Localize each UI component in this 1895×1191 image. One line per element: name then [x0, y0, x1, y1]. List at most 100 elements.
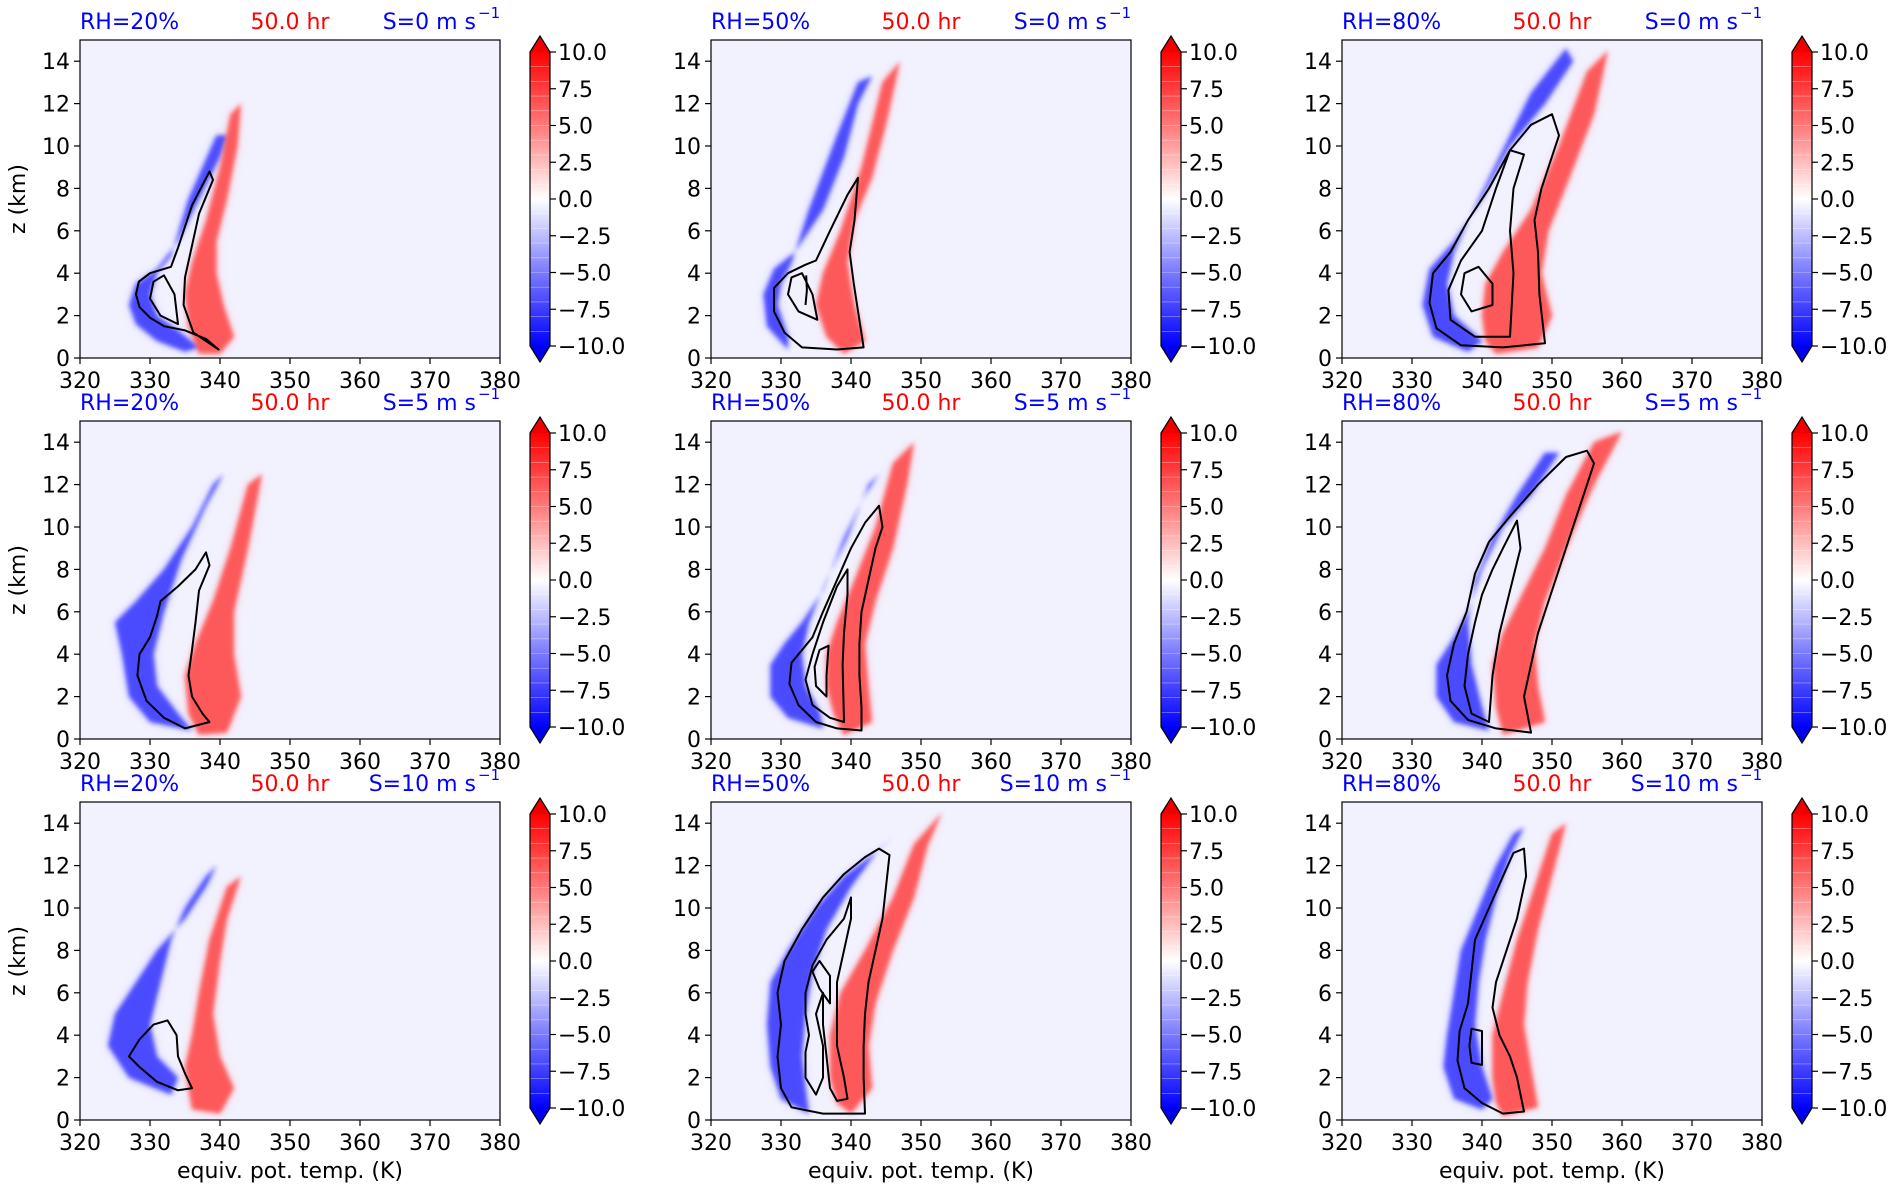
rh-label: RH=50% [711, 10, 810, 35]
contour-line-1 [776, 847, 891, 1115]
x-tick-label: 360 [339, 750, 381, 775]
colorbar-tick-label: −10.0 [1189, 1097, 1256, 1122]
colorbar-tick-label: 2.5 [558, 913, 593, 938]
colorbar-tick-label: 0.0 [558, 950, 593, 975]
y-tick-label: 12 [42, 474, 70, 499]
colorbar-tick-label: −7.5 [558, 679, 611, 704]
contour-line-3 [804, 275, 808, 306]
time-label: 50.0 hr [1513, 772, 1593, 797]
colorbar-tick-label: 5.0 [1820, 877, 1855, 902]
x-tick-label: 370 [1671, 1131, 1713, 1156]
colorbar: 10.0 7.5 5.0 2.5 0.0 −2.5 −5.0 −7.5 −10.0 [1160, 34, 1256, 364]
colorbar-tick-label: 10.0 [1189, 803, 1238, 828]
y-tick-label: 6 [56, 982, 70, 1007]
colorbar: 10.0 7.5 5.0 2.5 0.0 −2.5 −5.0 −7.5 −10.0 [1791, 34, 1887, 364]
y-tick-label: 6 [1318, 982, 1332, 1007]
panel-6: 320 330 340 350 360 370 380 0 2 4 6 8 10 12 14 RH=80% 50… [1304, 385, 1887, 775]
contour-field [767, 812, 942, 1115]
y-tick-label: 14 [42, 50, 70, 75]
negative-anomaly-core [763, 76, 872, 350]
colorbar-tick-label: −2.5 [1820, 987, 1873, 1012]
x-axis: 320 330 340 350 360 370 380 equiv. pot. temp. (… [690, 1120, 1152, 1184]
colorbar-tick-label: 7.5 [558, 78, 593, 103]
y-tick-label: 14 [42, 812, 70, 837]
colorbar-min-arrow [530, 727, 550, 743]
colorbar-min-arrow [1792, 727, 1812, 743]
colorbar-max-arrow [530, 36, 550, 52]
shear-label: S=5 m s [383, 391, 476, 416]
x-tick-label: 340 [199, 1131, 241, 1156]
colorbar-tick-label: −2.5 [1189, 606, 1242, 631]
colorbar: 10.0 7.5 5.0 2.5 0.0 −2.5 −5.0 −7.5 −10.0 [1791, 796, 1887, 1126]
panel-title: RH=80% 50.0 hr S=10 m s −1 [1342, 766, 1762, 797]
x-tick-label: 340 [830, 750, 872, 775]
shear-unit-exponent: −1 [1109, 766, 1131, 784]
shear-unit-exponent: −1 [1109, 4, 1131, 22]
y-tick-label: 14 [42, 431, 70, 456]
y-axis: 0 2 4 6 8 10 12 14 z (km) [6, 431, 80, 753]
colorbar-tick-label: 2.5 [1820, 532, 1855, 557]
negative-anomaly-core [1443, 827, 1524, 1110]
time-label: 50.0 hr [251, 10, 331, 35]
colorbar-tick-label: −2.5 [1820, 225, 1873, 250]
negative-anomaly-core [767, 838, 893, 1114]
y-tick-label: 10 [42, 897, 70, 922]
y-tick-label: 4 [687, 643, 701, 668]
contour-field [1422, 48, 1608, 354]
y-tick-label: 10 [673, 516, 701, 541]
y-axis-label: z (km) [6, 926, 31, 996]
colorbar: 10.0 7.5 5.0 2.5 0.0 −2.5 −5.0 −7.5 −10.0 [529, 796, 625, 1126]
colorbar-tick-label: −5.0 [1820, 262, 1873, 287]
x-tick-label: 380 [1110, 750, 1152, 775]
y-tick-label: 2 [1318, 305, 1332, 330]
negative-anomaly-core [770, 474, 879, 729]
contour-line-1 [136, 551, 211, 730]
y-tick-label: 2 [687, 686, 701, 711]
colorbar-tick-label: 10.0 [1820, 803, 1869, 828]
positive-anomaly-core [185, 876, 241, 1114]
y-tick-label: 8 [1318, 939, 1332, 964]
contour-line-2 [787, 272, 819, 321]
y-tick-label: 0 [687, 1109, 701, 1134]
colorbar-tick-label: 0.0 [1189, 188, 1224, 213]
panel-4: 320 330 340 350 360 370 380 0 2 4 6 8 10 12 14 z (km) RH… [6, 385, 625, 775]
y-tick-label: 6 [56, 601, 70, 626]
colorbar-tick-label: 7.5 [558, 459, 593, 484]
time-label: 50.0 hr [251, 772, 331, 797]
y-tick-label: 6 [687, 982, 701, 1007]
y-tick-label: 6 [687, 220, 701, 245]
y-tick-label: 14 [673, 431, 701, 456]
y-axis-label: z (km) [6, 545, 31, 615]
x-axis: 320 330 340 350 360 370 380 [1321, 358, 1783, 394]
contour-line-3 [1460, 265, 1494, 313]
x-tick-label: 320 [59, 369, 101, 394]
y-tick-label: 8 [687, 558, 701, 583]
colorbar-max-arrow [1792, 36, 1812, 52]
y-tick-label: 12 [673, 93, 701, 118]
plot-background [711, 40, 1131, 358]
colorbar-tick-label: −7.5 [1820, 679, 1873, 704]
y-tick-label: 6 [56, 220, 70, 245]
y-tick-label: 8 [56, 177, 70, 202]
y-tick-label: 4 [1318, 262, 1332, 287]
contour-field [1436, 431, 1622, 735]
y-tick-label: 10 [42, 135, 70, 160]
colorbar-min-arrow [1792, 1108, 1812, 1124]
colorbar-tick-label: 5.0 [1189, 877, 1224, 902]
x-tick-label: 330 [1391, 1131, 1433, 1156]
x-tick-label: 360 [339, 369, 381, 394]
colorbar-min-arrow [1161, 1108, 1181, 1124]
colorbar-max-arrow [530, 798, 550, 814]
time-label: 50.0 hr [1513, 10, 1593, 35]
colorbar-tick-label: 0.0 [1820, 569, 1855, 594]
x-tick-label: 340 [830, 1131, 872, 1156]
colorbar-tick-label: 0.0 [1820, 950, 1855, 975]
colorbar-tick-label: 5.0 [1189, 115, 1224, 140]
y-tick-label: 6 [1318, 601, 1332, 626]
colorbar-tick-label: −7.5 [558, 298, 611, 323]
contour-line-2 [1468, 1027, 1483, 1066]
x-tick-label: 340 [830, 369, 872, 394]
x-tick-label: 350 [1531, 369, 1573, 394]
colorbar-tick-label: −7.5 [1189, 298, 1242, 323]
positive-anomaly-core [816, 61, 900, 354]
